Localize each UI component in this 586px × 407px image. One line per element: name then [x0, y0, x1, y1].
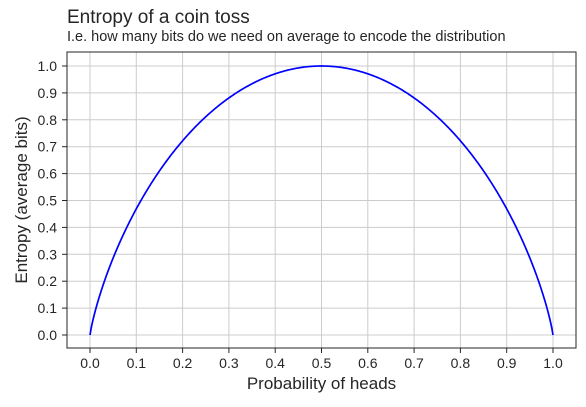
x-tick-label: 0.6: [358, 355, 378, 371]
x-tick-label: 0.7: [404, 355, 424, 371]
y-tick-label: 0.4: [38, 219, 58, 235]
y-axis-label: Entropy (average bits): [12, 116, 31, 283]
entropy-series-line: [89, 65, 554, 336]
x-tick-label: 0.1: [127, 355, 147, 371]
y-tick-label: 1.0: [38, 58, 58, 74]
x-tick-label: 0.4: [265, 355, 285, 371]
y-tick-label: 0.8: [38, 112, 58, 128]
y-tick-label: 0.6: [38, 166, 58, 182]
plot-series: [89, 65, 554, 336]
chart-title: Entropy of a coin toss: [67, 7, 250, 28]
x-tick-label: 1.0: [543, 355, 563, 371]
y-tick-label: 0.0: [38, 327, 58, 343]
x-tick-label: 0.9: [497, 355, 517, 371]
y-tick-label: 0.9: [38, 85, 58, 101]
x-tick-label: 0.0: [80, 355, 100, 371]
x-tick-label: 0.3: [219, 355, 239, 371]
y-tick-label: 0.5: [38, 193, 58, 209]
x-tick-label: 0.5: [312, 355, 332, 371]
y-tick-label: 0.2: [38, 273, 58, 289]
y-tick-label: 0.3: [38, 246, 58, 262]
plot-frame: [66, 51, 577, 349]
grid-lines: [67, 52, 576, 348]
x-axis-label: Probability of heads: [247, 374, 396, 393]
x-tick-label: 0.2: [173, 355, 193, 371]
chart-subtitle: I.e. how many bits do we need on average…: [67, 29, 506, 45]
x-tick-label: 0.8: [451, 355, 471, 371]
y-tick-label: 0.1: [38, 300, 58, 316]
axis-ticks: 0.0 0.1 0.2 0.3 0.4 0.5 0.6 0.7 0.8 0.9 1.0 0.0 0.1 0…: [38, 58, 563, 371]
y-tick-label: 0.7: [38, 139, 58, 155]
